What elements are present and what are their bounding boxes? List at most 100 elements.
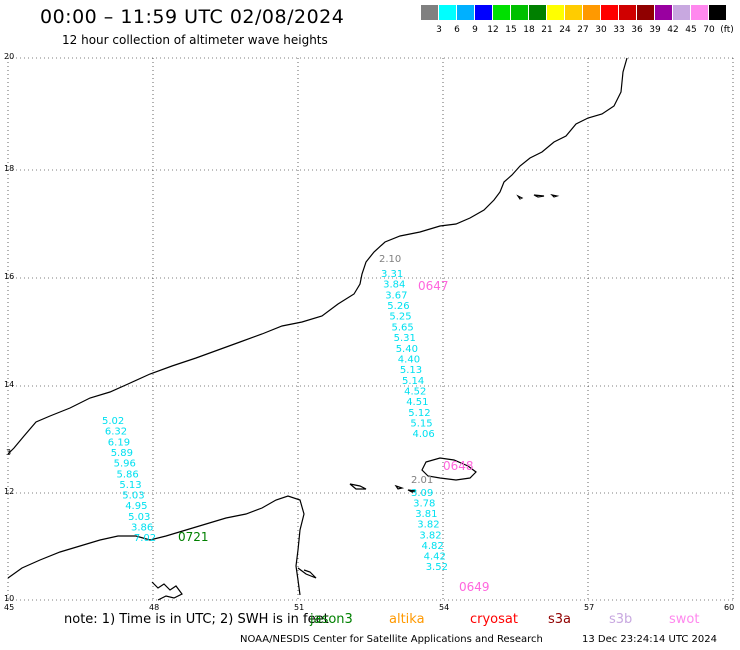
- scale-label: 15: [505, 25, 517, 35]
- wave-height-value: 6.32: [105, 427, 127, 438]
- coastline: [7, 57, 628, 601]
- wave-height-value: 5.03: [122, 491, 144, 502]
- longitude-label: 51: [294, 603, 305, 612]
- coastline-socotra-island: [421, 457, 477, 481]
- scale-label: 9: [472, 25, 478, 35]
- satellite-legend-item: altika: [389, 612, 425, 627]
- latitude-label: 12: [4, 487, 15, 496]
- scale-swatch: [493, 5, 510, 20]
- scale-swatch: [583, 5, 600, 20]
- scale-swatch: [655, 5, 672, 20]
- wave-height-value: 2.10: [379, 254, 401, 265]
- scale-label: 30: [595, 25, 607, 35]
- scale-swatch: [565, 5, 582, 20]
- wave-height-value: 5.86: [117, 469, 139, 480]
- scale-label: 42: [667, 25, 679, 35]
- scale-label: 70: [703, 25, 715, 35]
- coastline-abd-al-kuri-island: [349, 483, 367, 490]
- wave-height-value: 3.09: [411, 488, 433, 499]
- wave-height-value: 5.89: [111, 448, 133, 459]
- scale-swatch: [529, 5, 546, 20]
- scale-swatch: [673, 5, 690, 20]
- scale-label: 6: [454, 25, 460, 35]
- wave-height-value: 5.15: [410, 419, 432, 430]
- latitude-label: 14: [4, 380, 15, 389]
- wave-height-value: 5.13: [119, 480, 141, 491]
- wave-height-value: 2.01: [411, 475, 433, 486]
- scale-label: 39: [649, 25, 661, 35]
- latitude-label: 10: [4, 594, 15, 603]
- scale-label: 21: [541, 25, 553, 35]
- scale-label: 45: [685, 25, 697, 35]
- wave-height-value: 3.31: [381, 269, 403, 280]
- scale-swatch: [691, 5, 708, 20]
- wave-height-value: 3.82: [419, 530, 441, 541]
- pass-time-label: 0649: [459, 580, 490, 594]
- wave-height-value: 3.67: [385, 290, 407, 301]
- longitude-label: 57: [584, 603, 595, 612]
- longitude-label: 60: [724, 603, 735, 612]
- latitude-label: 16: [4, 272, 15, 281]
- wave-height-value: 5.65: [392, 322, 414, 333]
- satellite-legend-item: s3a: [548, 612, 572, 627]
- wave-height-value: 4.40: [398, 354, 420, 365]
- wave-height-value: 3.78: [413, 499, 435, 510]
- scale-swatch: [475, 5, 492, 20]
- wave-height-value: 3.52: [426, 562, 448, 573]
- scale-swatch: [601, 5, 618, 20]
- satellite-legend-item: s3b: [609, 612, 633, 627]
- side-label: 3: [6, 448, 12, 457]
- coastline-somalia: [7, 495, 305, 596]
- altimeter-tracks: 5.026.326.195.895.965.865.135.034.955.03…: [102, 254, 490, 594]
- coastline-somali-interior-hatch: [151, 581, 183, 601]
- lat-lon-grid: [7, 57, 734, 601]
- wave-height-value: 5.14: [402, 376, 424, 387]
- pass-time-label: 0721: [178, 530, 209, 544]
- wave-height-value: 4.42: [424, 551, 446, 562]
- wave-height-value: 4.51: [406, 397, 428, 408]
- longitude-label: 45: [4, 603, 15, 612]
- scale-label: 33: [613, 25, 625, 35]
- wave-height-value: 3.86: [131, 523, 153, 534]
- satellite-legend-item: cryosat: [470, 612, 518, 627]
- satellite-legend-item: swot: [669, 612, 700, 627]
- wave-height-value: 4.06: [413, 429, 435, 440]
- scale-label: 12: [487, 25, 499, 35]
- latitude-label: 20: [4, 52, 15, 61]
- wave-height-value: 5.02: [102, 416, 124, 427]
- wave-height-value: 4.95: [125, 501, 147, 512]
- wave-height-value: 7.02: [134, 533, 156, 544]
- coastline-kuria-muria-islands: [516, 194, 560, 200]
- scale-swatch: [421, 5, 438, 20]
- wave-height-value: 4.82: [422, 541, 444, 552]
- wave-height-value: 3.82: [417, 520, 439, 531]
- wave-height-value: 5.31: [394, 333, 416, 344]
- credit-line: NOAA/NESDIS Center for Satellite Applica…: [240, 634, 543, 645]
- scale-label: 18: [523, 25, 535, 35]
- scale-swatch: [547, 5, 564, 20]
- scale-unit: (ft): [720, 25, 734, 35]
- satellite-legend-item: jason3: [310, 612, 353, 627]
- scale-swatch: [709, 5, 726, 20]
- wave-height-value: 4.52: [404, 386, 426, 397]
- scale-swatch: [619, 5, 636, 20]
- map-subtitle: 12 hour collection of altimeter wave hei…: [62, 33, 328, 47]
- coastline-arabian-peninsula: [7, 57, 628, 455]
- pass-time-label: 0648: [443, 459, 474, 473]
- scale-label: 27: [577, 25, 589, 35]
- pass-time-label: 0647: [418, 279, 449, 293]
- coastline-gulf-of-tadjoura: [297, 567, 317, 579]
- generation-timestamp: 13 Dec 23:24:14 UTC 2024: [582, 634, 717, 645]
- longitude-label: 48: [149, 603, 160, 612]
- scale-label: 36: [631, 25, 643, 35]
- wave-height-value: 5.25: [389, 312, 411, 323]
- wave-height-value: 3.81: [415, 509, 437, 520]
- wave-height-value: 5.40: [396, 344, 418, 355]
- wave-height-value: 5.12: [408, 408, 430, 419]
- map-title: 00:00 – 11:59 UTC 02/08/2024: [40, 6, 345, 28]
- wave-height-value: 3.84: [383, 280, 405, 291]
- coastline-brothers-islets: [394, 484, 417, 493]
- wave-height-value: 5.13: [400, 365, 422, 376]
- longitude-label: 54: [439, 603, 450, 612]
